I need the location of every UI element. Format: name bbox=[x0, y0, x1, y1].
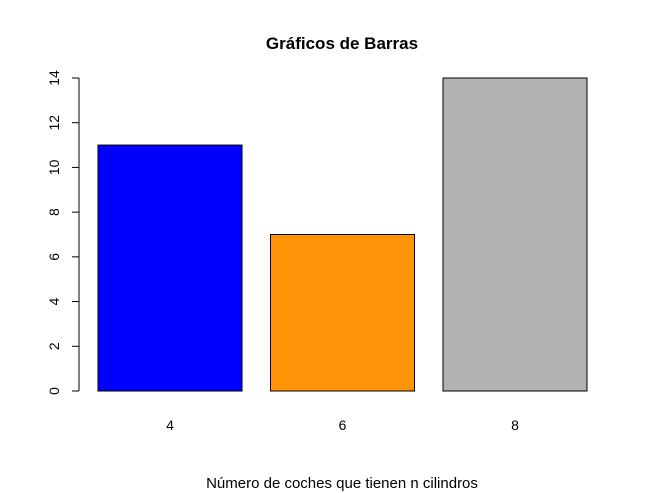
y-axis: 0 2 4 6 8 10 12 14 bbox=[46, 70, 80, 395]
x-category-label: 4 bbox=[166, 417, 174, 433]
y-tick-label: 4 bbox=[46, 297, 62, 305]
y-tick-label: 6 bbox=[46, 253, 62, 261]
x-axis-label: Número de coches que tienen n cilindros bbox=[206, 475, 478, 492]
bars bbox=[97, 77, 588, 392]
y-tick-label: 10 bbox=[46, 159, 62, 175]
y-tick-label: 0 bbox=[46, 387, 62, 395]
x-category-labels: 4 6 8 bbox=[166, 417, 519, 433]
chart-title: Gráficos de Barras bbox=[266, 34, 418, 53]
y-tick-label: 8 bbox=[46, 208, 62, 216]
x-category-label: 6 bbox=[339, 417, 347, 433]
x-category-label: 8 bbox=[511, 417, 519, 433]
bar-8 bbox=[442, 77, 588, 392]
y-tick-label: 2 bbox=[46, 342, 62, 350]
y-tick-label: 14 bbox=[46, 70, 62, 86]
y-tick-label: 12 bbox=[46, 115, 62, 131]
bar-4 bbox=[97, 144, 243, 392]
bar-6 bbox=[270, 234, 415, 392]
